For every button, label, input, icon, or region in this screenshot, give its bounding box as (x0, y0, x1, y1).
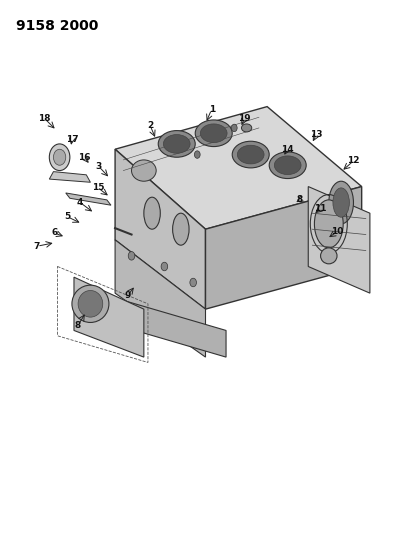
Polygon shape (74, 277, 144, 357)
Text: 15: 15 (92, 183, 104, 192)
Polygon shape (115, 240, 206, 357)
Text: 9158 2000: 9158 2000 (16, 19, 99, 33)
Text: 19: 19 (238, 114, 251, 123)
Polygon shape (99, 293, 226, 357)
Polygon shape (66, 193, 111, 205)
Polygon shape (308, 187, 370, 293)
Polygon shape (115, 107, 362, 229)
Circle shape (190, 278, 196, 287)
Circle shape (231, 124, 237, 132)
Ellipse shape (195, 120, 232, 147)
Text: 4: 4 (77, 198, 83, 207)
Ellipse shape (314, 200, 343, 248)
Ellipse shape (329, 181, 353, 224)
Text: 16: 16 (78, 153, 90, 161)
Ellipse shape (132, 160, 156, 181)
Ellipse shape (333, 188, 349, 217)
Ellipse shape (321, 248, 337, 264)
Text: 14: 14 (282, 145, 294, 154)
Text: 5: 5 (65, 213, 71, 221)
Text: 7: 7 (34, 242, 40, 251)
Ellipse shape (173, 213, 189, 245)
Polygon shape (115, 149, 206, 309)
Ellipse shape (237, 145, 264, 164)
Ellipse shape (158, 131, 195, 157)
Text: 9: 9 (124, 292, 131, 300)
Text: 17: 17 (66, 135, 78, 144)
Text: 2: 2 (147, 121, 153, 130)
Ellipse shape (78, 290, 103, 317)
Circle shape (128, 252, 135, 260)
Circle shape (194, 151, 200, 158)
Text: 1: 1 (208, 105, 215, 114)
Ellipse shape (200, 124, 227, 142)
Circle shape (161, 262, 168, 271)
Ellipse shape (242, 124, 252, 132)
Ellipse shape (269, 152, 306, 179)
Ellipse shape (274, 156, 301, 175)
Circle shape (53, 149, 66, 165)
Text: 13: 13 (310, 130, 323, 139)
Ellipse shape (72, 285, 109, 322)
Text: 18: 18 (38, 114, 51, 123)
Text: 10: 10 (331, 228, 343, 236)
Text: 11: 11 (314, 205, 327, 213)
Text: 8: 8 (75, 321, 81, 329)
Ellipse shape (232, 141, 269, 168)
Ellipse shape (144, 197, 160, 229)
Ellipse shape (163, 135, 190, 154)
Text: 3: 3 (95, 162, 102, 171)
Circle shape (49, 144, 70, 171)
Text: 6: 6 (51, 229, 58, 237)
Text: 12: 12 (347, 157, 360, 165)
Polygon shape (206, 187, 362, 309)
Polygon shape (49, 172, 90, 182)
Text: 8: 8 (297, 196, 303, 204)
